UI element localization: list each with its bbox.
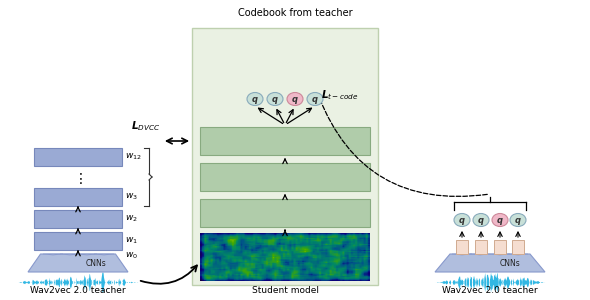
Ellipse shape	[510, 214, 526, 226]
Text: CNNs: CNNs	[500, 259, 520, 268]
Text: $w_3$: $w_3$	[125, 192, 138, 202]
Polygon shape	[77, 254, 97, 255]
Text: q: q	[292, 95, 298, 104]
Ellipse shape	[307, 92, 323, 106]
Text: q: q	[272, 95, 278, 104]
Text: Wav2vec 2.0 teacher: Wav2vec 2.0 teacher	[442, 286, 538, 295]
Polygon shape	[28, 254, 128, 272]
Bar	[34, 232, 122, 250]
Bar	[34, 188, 122, 206]
Text: q: q	[478, 216, 484, 225]
Ellipse shape	[247, 92, 263, 106]
Text: q: q	[459, 216, 465, 225]
Text: $\boldsymbol{L}_{t-code}$: $\boldsymbol{L}_{t-code}$	[321, 88, 359, 102]
Bar	[475, 240, 487, 254]
Polygon shape	[60, 254, 80, 255]
Text: CNNs: CNNs	[86, 259, 106, 268]
Text: $w_2$: $w_2$	[125, 214, 138, 224]
Bar	[34, 210, 122, 228]
Bar	[200, 163, 370, 191]
Polygon shape	[94, 254, 114, 255]
Text: $w_1$: $w_1$	[125, 236, 138, 246]
Text: $\boldsymbol{L}_{DVCC}$: $\boldsymbol{L}_{DVCC}$	[130, 119, 160, 133]
Text: q: q	[497, 216, 503, 225]
Ellipse shape	[473, 214, 489, 226]
Text: $w_{12}$: $w_{12}$	[125, 152, 142, 162]
Ellipse shape	[267, 92, 283, 106]
Bar	[34, 148, 122, 166]
Text: $\vdots$: $\vdots$	[73, 170, 83, 185]
Bar	[512, 240, 524, 254]
Text: q: q	[252, 95, 258, 104]
Bar	[192, 28, 378, 285]
Text: $w_0$: $w_0$	[125, 251, 138, 261]
Ellipse shape	[492, 214, 508, 226]
Text: q: q	[515, 216, 521, 225]
Text: Codebook from teacher: Codebook from teacher	[238, 8, 352, 18]
Polygon shape	[508, 254, 528, 255]
Bar	[494, 240, 506, 254]
Ellipse shape	[454, 214, 470, 226]
Ellipse shape	[287, 92, 303, 106]
Text: q: q	[312, 95, 318, 104]
Polygon shape	[452, 254, 472, 255]
Bar	[456, 240, 468, 254]
Polygon shape	[490, 254, 510, 255]
Polygon shape	[435, 254, 545, 272]
Text: Student model: Student model	[251, 286, 319, 295]
Polygon shape	[43, 254, 63, 255]
Polygon shape	[470, 254, 490, 255]
Bar	[200, 199, 370, 227]
Bar	[200, 127, 370, 155]
Text: Wav2vec 2.0 teacher: Wav2vec 2.0 teacher	[30, 286, 126, 295]
